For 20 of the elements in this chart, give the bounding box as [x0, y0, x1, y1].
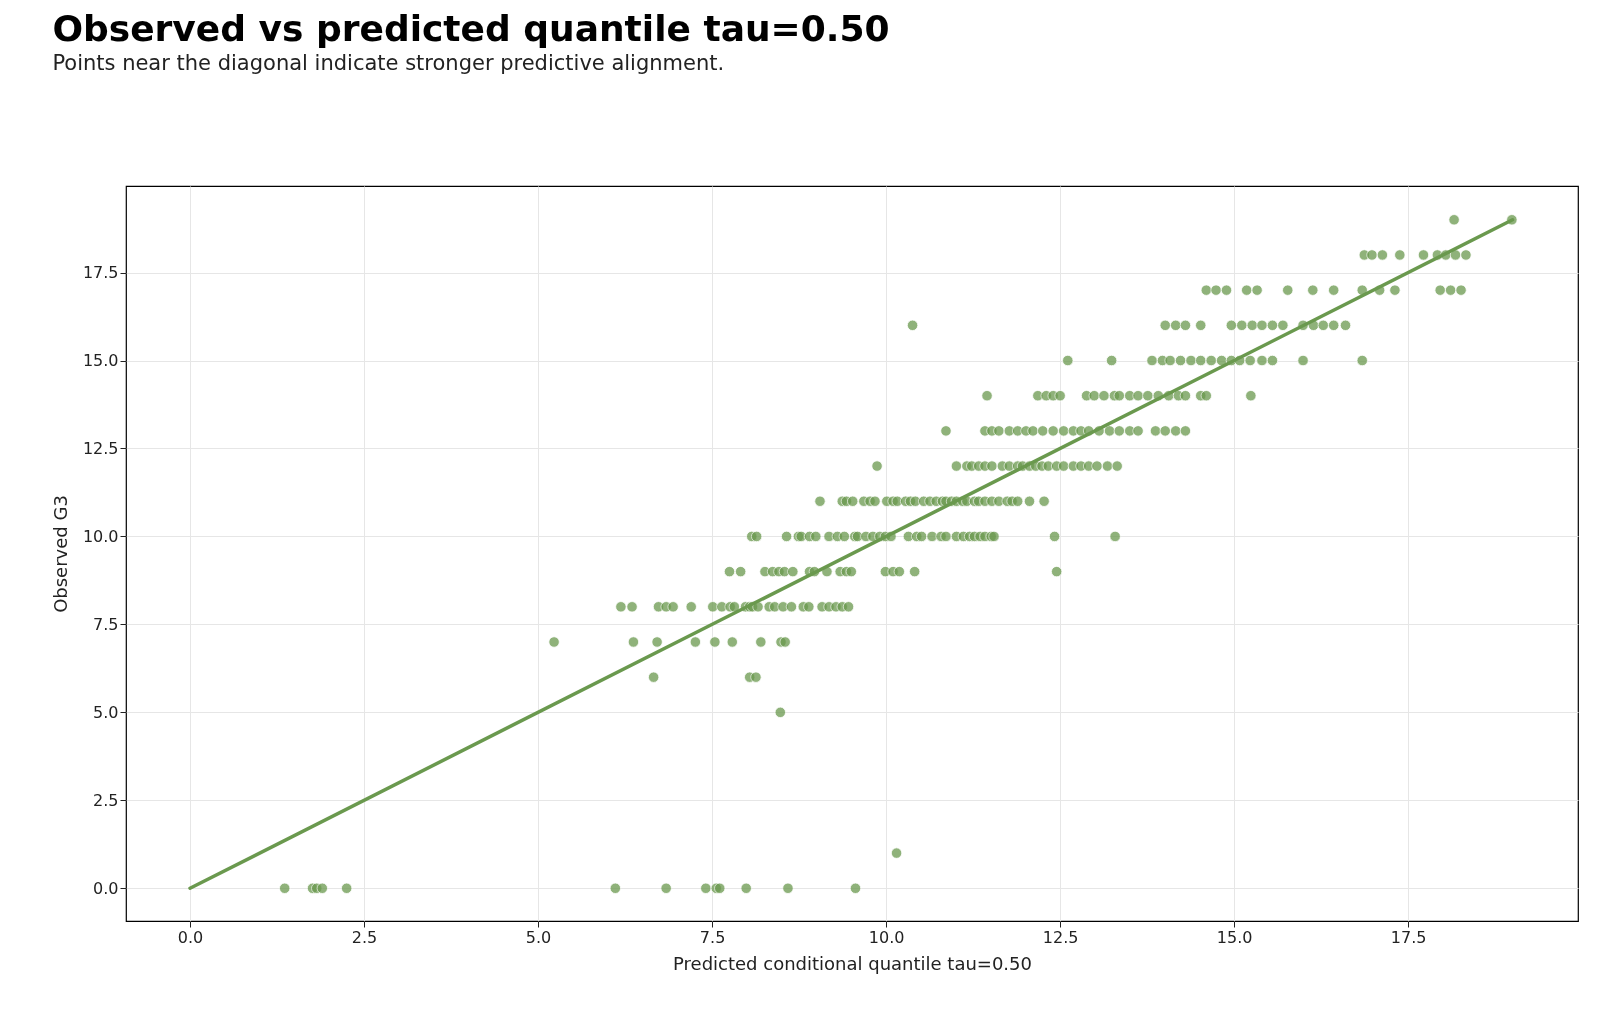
- x-tick-label: 10.0: [868, 927, 905, 947]
- chart-subtitle: Points near the diagonal indicate stronger predictive alignment.: [52, 51, 725, 75]
- y-tick-label: 7.5: [93, 614, 119, 634]
- y-tick-label: 17.5: [82, 263, 119, 283]
- x-tick-label: 15.0: [1216, 927, 1253, 947]
- y-tick-label: 12.5: [82, 438, 119, 458]
- y-tick-label: 2.5: [93, 790, 119, 810]
- chart-title: Observed vs predicted quantile tau=0.50: [52, 8, 890, 49]
- x-axis-title: Predicted conditional quantile tau=0.50: [673, 952, 1032, 974]
- x-tick-label: 17.5: [1390, 927, 1427, 947]
- y-axis-title: Observed G3: [49, 495, 71, 613]
- y-tick-label: 0.0: [93, 878, 119, 898]
- y-tick-label: 10.0: [82, 526, 119, 546]
- x-tick-label: 5.0: [525, 927, 552, 947]
- x-tick-label: 12.5: [1042, 927, 1079, 947]
- x-tick-label: 2.5: [351, 927, 378, 947]
- x-tick-label: 0.0: [177, 927, 204, 947]
- y-tick-label: 5.0: [93, 702, 119, 722]
- y-tick-label: 15.0: [82, 351, 119, 371]
- x-tick-label: 7.5: [699, 927, 726, 947]
